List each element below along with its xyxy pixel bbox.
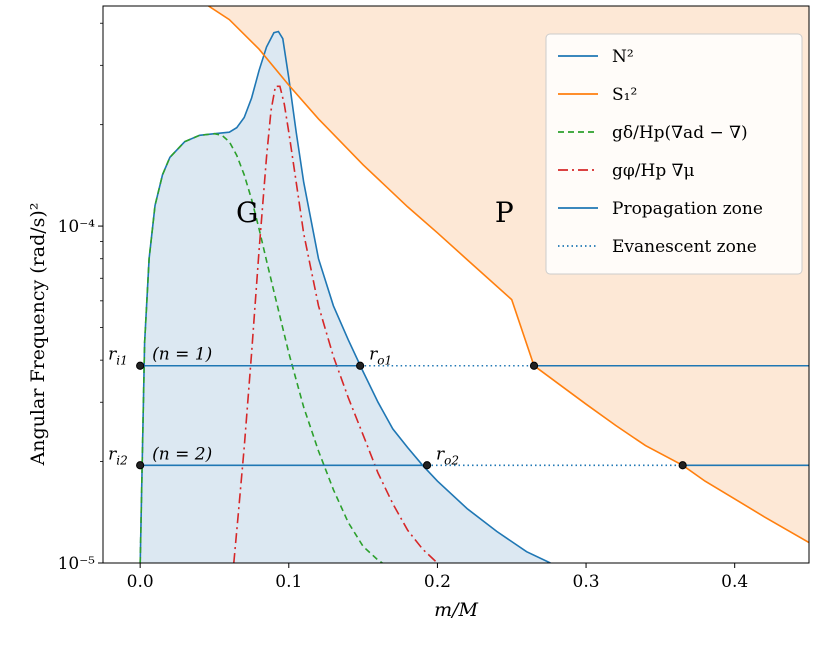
- y-axis-label: Angular Frequency (rad/s)²: [27, 203, 49, 467]
- plot-frame: [102, 5, 810, 564]
- x-axis-label: m/M: [434, 599, 478, 621]
- series-line-N2: [139, 30, 551, 563]
- mode-lines: [140, 364, 809, 467]
- series-line-composition: [233, 85, 438, 563]
- legend: N² S₁² gδ/Hp(∇ad − ∇) gφ/Hp ∇μ Propagation z…: [545, 33, 803, 275]
- x-tick-label-0: 0.0: [127, 572, 154, 592]
- region-label-G: G: [236, 196, 258, 229]
- y-tick-label-1: 10⁻⁴: [58, 217, 96, 237]
- mode-marker-2-1: [422, 461, 432, 470]
- g-region-fill: [140, 31, 551, 563]
- mode-marker-2-0: [136, 461, 145, 470]
- series-line-thermal: [139, 132, 383, 563]
- ro-label-1: ro1: [369, 345, 392, 368]
- axis-ticks: 0.0 0.1 0.2 0.3 0.4 10⁻⁵ 10⁻⁴: [58, 22, 748, 592]
- mode-marker-1-2: [529, 361, 539, 370]
- plot-border: [102, 5, 810, 564]
- mode-marker-1-0: [136, 361, 145, 370]
- x-tick-label-2: 0.2: [424, 572, 451, 592]
- legend-label-thermal: gδ/Hp(∇ad − ∇): [612, 123, 748, 143]
- region-label-P: P: [495, 196, 514, 229]
- ng-label-1: (n = 1): [152, 345, 212, 365]
- legend-label-composition: gφ/Hp ∇μ: [612, 161, 695, 181]
- legend-label-S2: S₁²: [612, 85, 637, 105]
- x-tick-label-1: 0.1: [275, 572, 302, 592]
- legend-box: [545, 33, 803, 275]
- legend-label-evanescent: Evanescent zone: [612, 237, 757, 257]
- ri-label-1: ri1: [108, 345, 128, 368]
- x-tick-label-4: 0.4: [721, 572, 748, 592]
- y-tick-label-0: 10⁻⁵: [58, 554, 96, 574]
- legend-label-propagation: Propagation zone: [612, 199, 763, 219]
- ng-label-2: (n = 2): [152, 444, 212, 464]
- mode-marker-2-2: [678, 461, 687, 470]
- series-lines: [139, 6, 809, 563]
- series-line-S2: [208, 6, 809, 544]
- x-tick-label-3: 0.3: [573, 572, 600, 592]
- ri-label-2: ri2: [108, 444, 128, 467]
- annotations: ri1 (n = 1) ro1 ri2 (n = 2) ro2 G P: [108, 196, 687, 470]
- mode-marker-1-1: [356, 361, 365, 370]
- ro-label-2: ro2: [436, 444, 459, 467]
- legend-label-N2: N²: [612, 47, 634, 67]
